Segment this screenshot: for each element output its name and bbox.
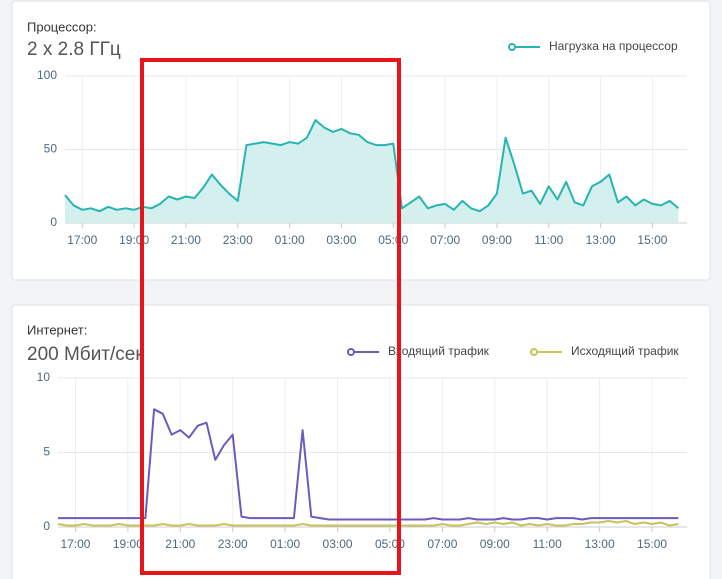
x-tick-label: 07:00 [430, 233, 460, 247]
x-tick-label: 13:00 [586, 233, 616, 247]
x-tick-label: 13:00 [585, 537, 615, 551]
x-tick-label: 01:00 [270, 537, 300, 551]
x-tick-label: 19:00 [119, 233, 149, 247]
area-fill [65, 120, 679, 223]
legend-label: Исходящий трафик [571, 344, 679, 358]
chart-label: Интернет: [27, 322, 87, 337]
x-tick-label: 07:00 [427, 537, 457, 551]
chart-title: 200 Мбит/сек [27, 344, 144, 365]
legend-label: Входящий трафик [388, 344, 490, 358]
x-tick-label: 17:00 [67, 233, 97, 247]
x-tick-label: 21:00 [165, 537, 195, 551]
x-tick-label: 11:00 [533, 537, 562, 551]
y-tick-label: 0 [50, 215, 57, 229]
x-tick-label: 11:00 [534, 233, 563, 247]
x-tick-label: 01:00 [275, 233, 305, 247]
chart-title: 2 x 2.8 ГГц [27, 39, 121, 60]
x-tick-label: 03:00 [323, 537, 353, 551]
legend-dot [508, 43, 516, 51]
x-tick-label: 09:00 [482, 233, 512, 247]
y-tick-label: 100 [37, 68, 57, 82]
y-tick-label: 0 [43, 519, 50, 533]
y-tick-label: 5 [43, 445, 50, 459]
series-line [64, 119, 680, 213]
x-tick-label: 21:00 [171, 233, 201, 247]
x-tick-label: 19:00 [113, 537, 143, 551]
net-card [11, 304, 711, 579]
x-tick-label: 05:00 [378, 233, 408, 247]
highlight-box [140, 58, 401, 575]
x-tick-label: 03:00 [326, 233, 356, 247]
x-tick-label: 17:00 [60, 537, 90, 551]
legend-dot [530, 348, 538, 356]
legend-dot [347, 348, 355, 356]
y-tick-label: 50 [44, 142, 58, 156]
series-line [58, 408, 679, 521]
series-line [57, 520, 679, 527]
x-tick-label: 23:00 [223, 233, 253, 247]
x-tick-label: 09:00 [480, 537, 510, 551]
x-tick-label: 15:00 [637, 233, 667, 247]
chart-label: Процессор: [27, 19, 97, 34]
legend-label: Нагрузка на процессор [549, 39, 678, 53]
y-tick-label: 10 [37, 370, 51, 384]
x-tick-label: 23:00 [218, 537, 248, 551]
x-tick-label: 15:00 [637, 537, 667, 551]
